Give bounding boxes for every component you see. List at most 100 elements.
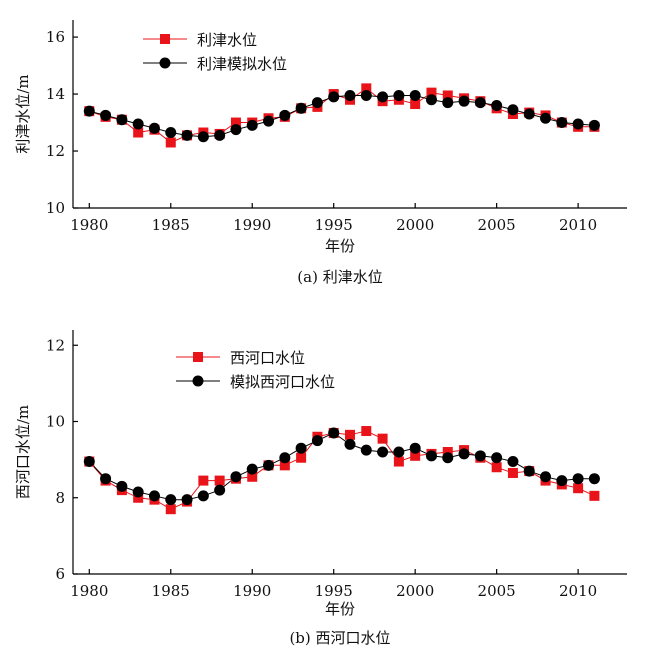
data-point-circle — [425, 450, 437, 462]
data-point-square — [361, 83, 372, 94]
legend-label: 利津模拟水位 — [197, 55, 287, 73]
data-point-circle — [328, 427, 340, 439]
data-point-circle — [83, 105, 95, 117]
data-point-square — [296, 452, 307, 463]
data-point-square — [377, 433, 388, 444]
data-point-circle — [230, 471, 242, 483]
data-point-circle — [263, 115, 275, 127]
data-point-square — [198, 475, 209, 486]
data-point-circle — [523, 465, 535, 477]
y-tick-label: 10 — [46, 413, 65, 431]
data-point-square — [345, 429, 355, 440]
data-point-circle — [279, 109, 291, 121]
x-tick-label: 2005 — [478, 582, 516, 600]
data-point-circle — [360, 444, 372, 456]
x-axis-label: 年份 — [325, 600, 355, 618]
data-point-circle — [197, 490, 209, 502]
data-point-circle — [100, 473, 112, 485]
chart-caption: (b) 西河口水位 — [289, 629, 390, 647]
y-tick-label: 8 — [55, 489, 65, 507]
data-point-circle — [181, 129, 193, 141]
data-point-circle — [116, 114, 128, 126]
series-line-0 — [88, 430, 595, 510]
data-point-circle — [458, 95, 470, 107]
data-point-circle — [165, 494, 177, 506]
data-point-circle — [393, 89, 405, 101]
y-tick-label: 12 — [46, 142, 65, 160]
y-tick-label: 6 — [55, 565, 65, 583]
data-point-circle — [572, 473, 584, 485]
data-point-circle — [507, 456, 519, 468]
data-point-square — [361, 426, 372, 437]
y-tick-label: 14 — [46, 85, 65, 103]
data-point-circle — [491, 452, 503, 464]
data-point-circle — [377, 446, 389, 458]
data-point-square — [573, 483, 584, 494]
data-point-circle — [556, 117, 568, 129]
data-point-circle — [588, 119, 600, 131]
data-point-square — [507, 467, 518, 478]
series-line-1 — [89, 95, 595, 138]
data-point-circle — [246, 463, 258, 475]
y-axis-label: 西河口水位/m — [14, 405, 32, 499]
legend-marker-circle — [192, 375, 204, 387]
x-tick-label: 1990 — [233, 216, 271, 234]
x-tick-label: 1980 — [70, 216, 108, 234]
data-point-circle — [360, 89, 372, 101]
data-point-square — [442, 90, 453, 101]
data-point-square — [410, 450, 421, 461]
data-point-circle — [263, 459, 275, 471]
data-point-circle — [214, 484, 226, 496]
data-point-circle — [409, 89, 421, 101]
y-tick-label: 16 — [46, 28, 65, 46]
data-point-square — [133, 127, 144, 138]
data-point-circle — [132, 118, 144, 130]
data-point-square — [165, 137, 176, 148]
data-point-square — [279, 460, 290, 471]
legend-label: 西河口水位 — [230, 349, 305, 367]
data-point-circle — [311, 97, 323, 109]
data-point-circle — [246, 119, 258, 131]
x-tick-label: 1985 — [152, 582, 190, 600]
data-point-circle — [442, 97, 454, 109]
x-tick-label: 1980 — [70, 582, 108, 600]
data-point-circle — [588, 473, 600, 485]
x-tick-label: 1995 — [315, 216, 353, 234]
data-point-circle — [311, 435, 323, 447]
x-tick-label: 1995 — [315, 582, 353, 600]
data-point-circle — [83, 456, 95, 468]
x-tick-label: 1985 — [152, 216, 190, 234]
data-point-circle — [540, 471, 552, 483]
y-tick-label: 10 — [46, 199, 65, 217]
data-point-circle — [344, 89, 356, 101]
data-point-circle — [116, 480, 128, 492]
x-tick-label: 2005 — [478, 216, 516, 234]
data-point-square — [133, 492, 144, 503]
data-point-circle — [165, 127, 177, 139]
series-line-1 — [88, 432, 595, 501]
data-point-square — [410, 99, 421, 110]
data-point-circle — [181, 494, 193, 506]
x-tick-label: 2000 — [396, 216, 434, 234]
data-point-circle — [523, 108, 535, 120]
data-point-square — [589, 490, 600, 501]
data-point-circle — [279, 452, 291, 464]
data-point-circle — [393, 446, 405, 458]
x-tick-label: 2000 — [396, 582, 434, 600]
data-point-square — [214, 475, 225, 486]
data-point-circle — [230, 124, 242, 136]
data-point-circle — [572, 118, 584, 130]
data-point-circle — [132, 486, 144, 498]
data-point-circle — [425, 94, 437, 106]
x-tick-label: 1990 — [233, 582, 271, 600]
data-point-square — [230, 117, 241, 128]
data-point-circle — [409, 442, 421, 454]
data-point-circle — [295, 102, 307, 114]
legend-marker-circle — [159, 57, 171, 69]
legend-label: 模拟西河口水位 — [230, 373, 335, 391]
data-point-circle — [295, 442, 307, 454]
data-point-circle — [458, 448, 470, 460]
